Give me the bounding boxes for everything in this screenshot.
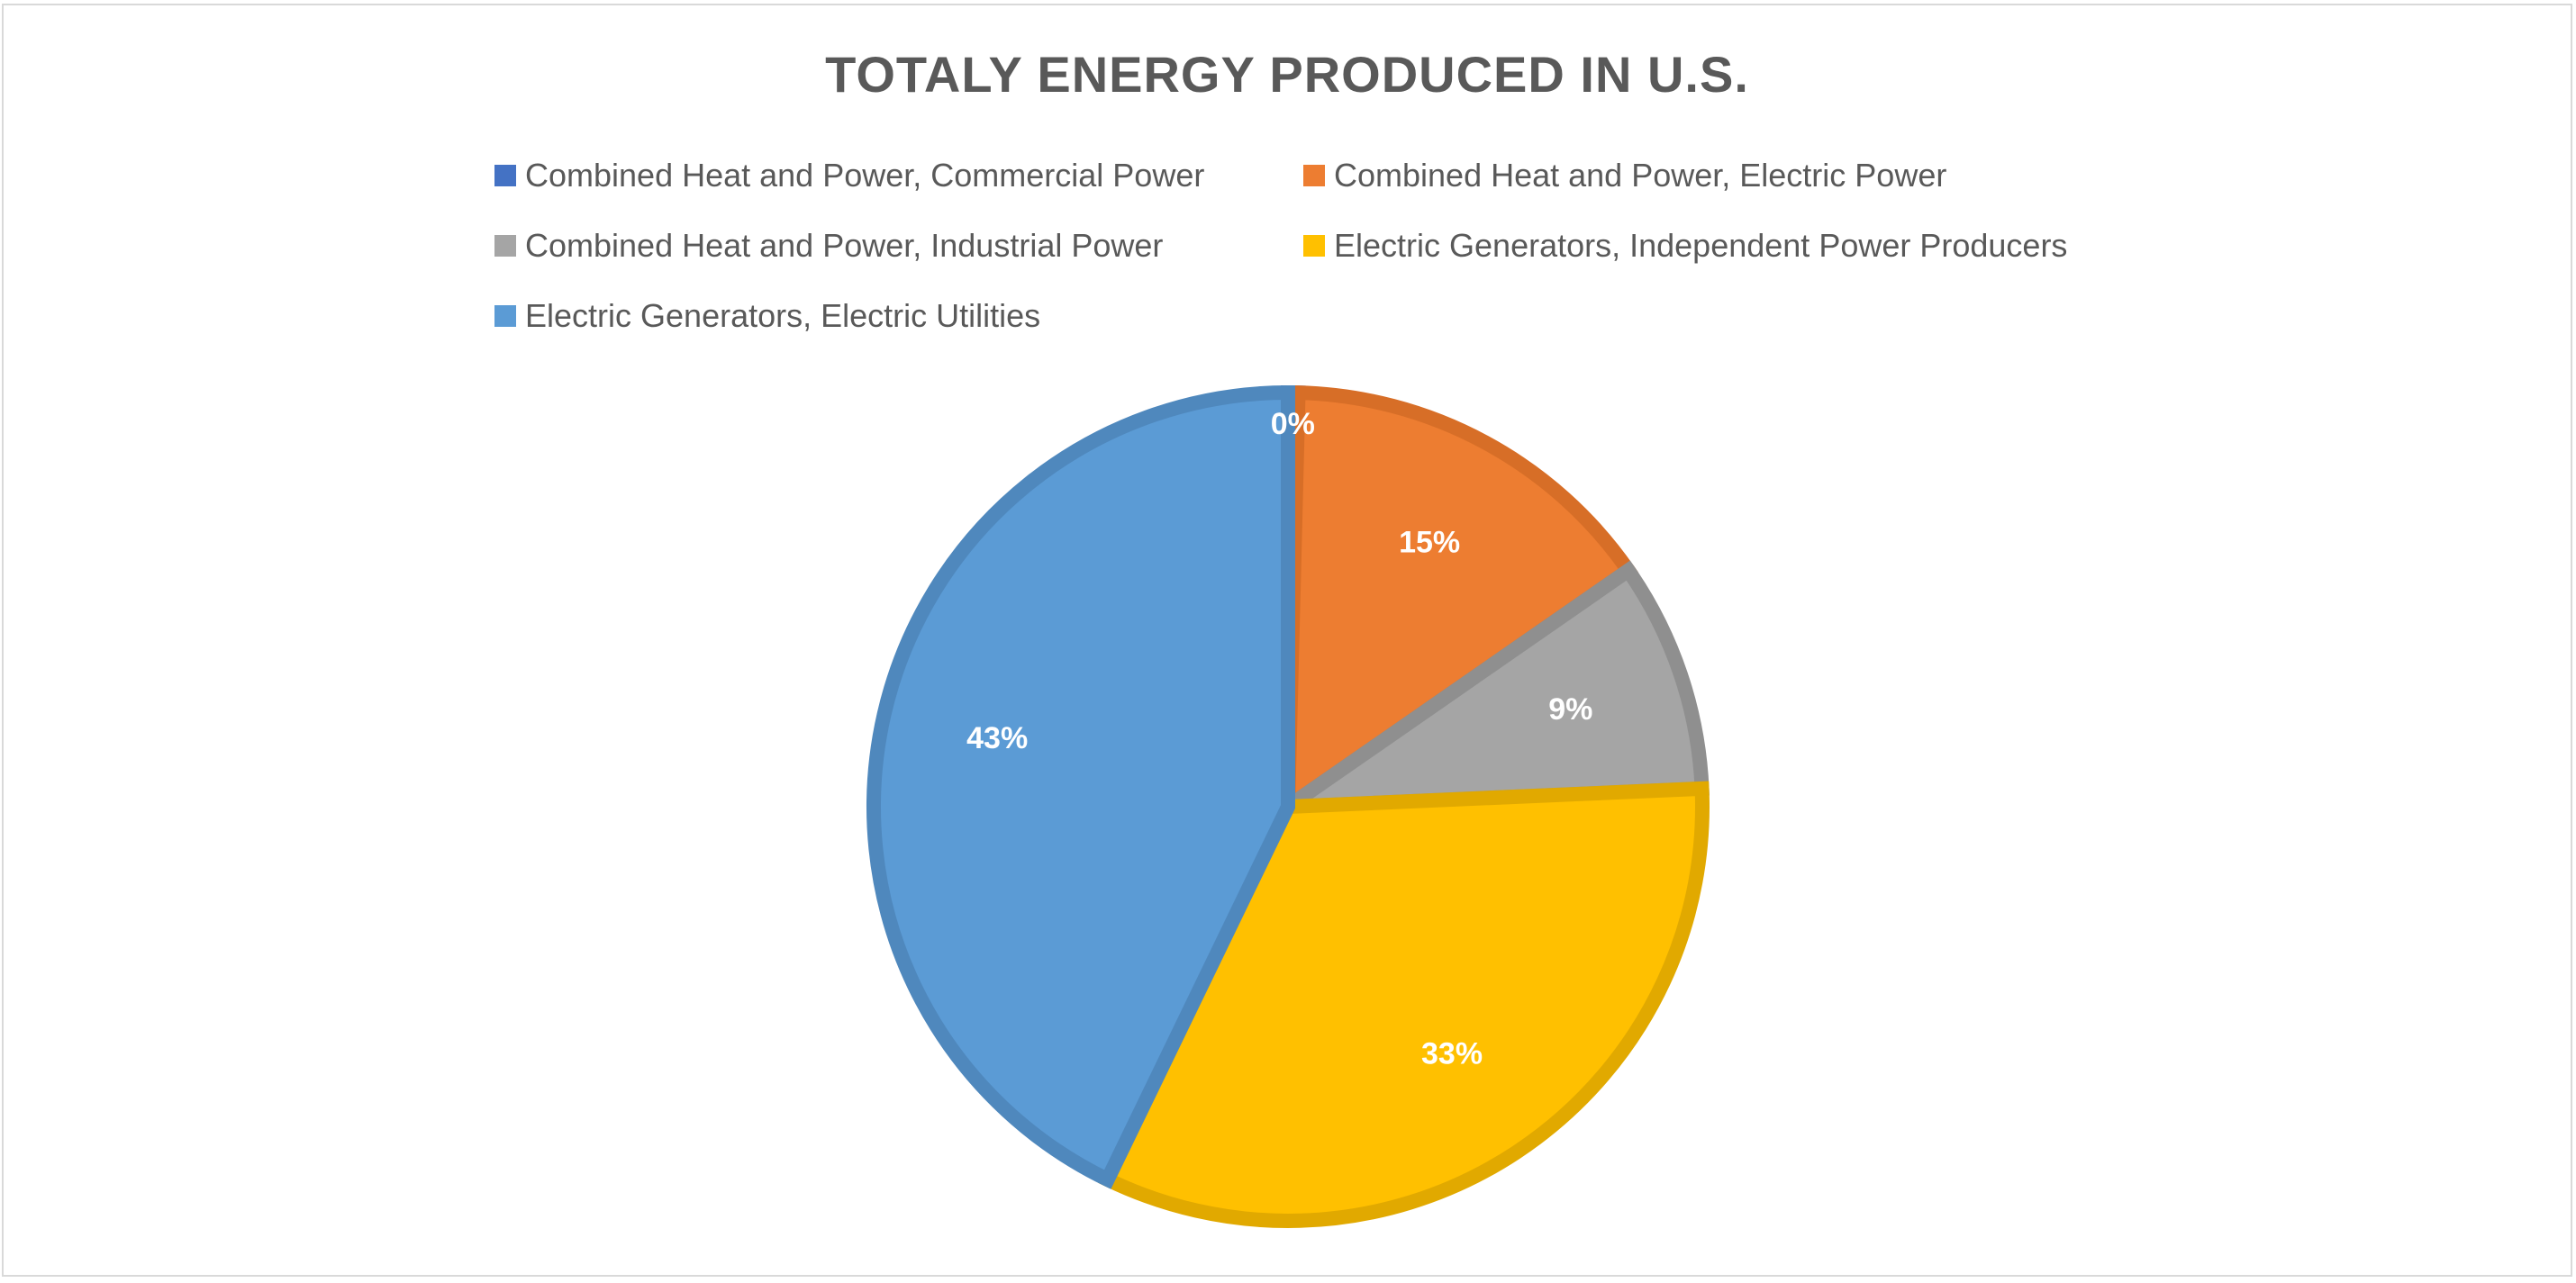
pie-slice-eg-utilities[interactable] <box>866 384 1295 1189</box>
data-label-eg-ipp: 33% <box>1421 1037 1483 1071</box>
legend-item-eg-utilities[interactable]: Electric Generators, Electric Utilities <box>494 297 1040 335</box>
legend-swatch-chp-industrial <box>494 235 516 257</box>
legend-swatch-chp-commercial <box>494 165 516 186</box>
legend-label: Combined Heat and Power, Commercial Powe… <box>525 157 1205 194</box>
data-label-eg-utilities: 43% <box>966 721 1028 755</box>
data-label-chp-industrial: 9% <box>1548 692 1592 727</box>
pie-slice-chp-industrial[interactable] <box>1263 560 1710 816</box>
pie-slice-chp-electric[interactable] <box>1280 384 1638 821</box>
data-label-chp-electric: 15% <box>1399 525 1460 559</box>
legend-item-chp-industrial[interactable]: Combined Heat and Power, Industrial Powe… <box>494 227 1163 265</box>
legend-item-chp-electric[interactable]: Combined Heat and Power, Electric Power <box>1303 157 1946 194</box>
pie-slice-eg-ipp[interactable] <box>1097 781 1710 1228</box>
legend-label: Combined Heat and Power, Industrial Powe… <box>525 227 1164 264</box>
data-label-chp-commercial: 0% <box>1271 407 1315 441</box>
legend-label: Combined Heat and Power, Electric Power <box>1334 157 1947 194</box>
legend-swatch-chp-electric <box>1303 165 1325 186</box>
legend-label: Electric Generators, Independent Power P… <box>1334 227 2068 264</box>
legend-item-eg-ipp[interactable]: Electric Generators, Independent Power P… <box>1303 227 2067 265</box>
legend-swatch-eg-utilities <box>494 305 516 327</box>
legend-item-chp-commercial[interactable]: Combined Heat and Power, Commercial Powe… <box>494 157 1204 194</box>
legend-swatch-eg-ipp <box>1303 235 1325 257</box>
chart-title: TOTALY ENERGY PRODUCED IN U.S. <box>825 46 1749 103</box>
legend-label: Electric Generators, Electric Utilities <box>525 297 1041 334</box>
